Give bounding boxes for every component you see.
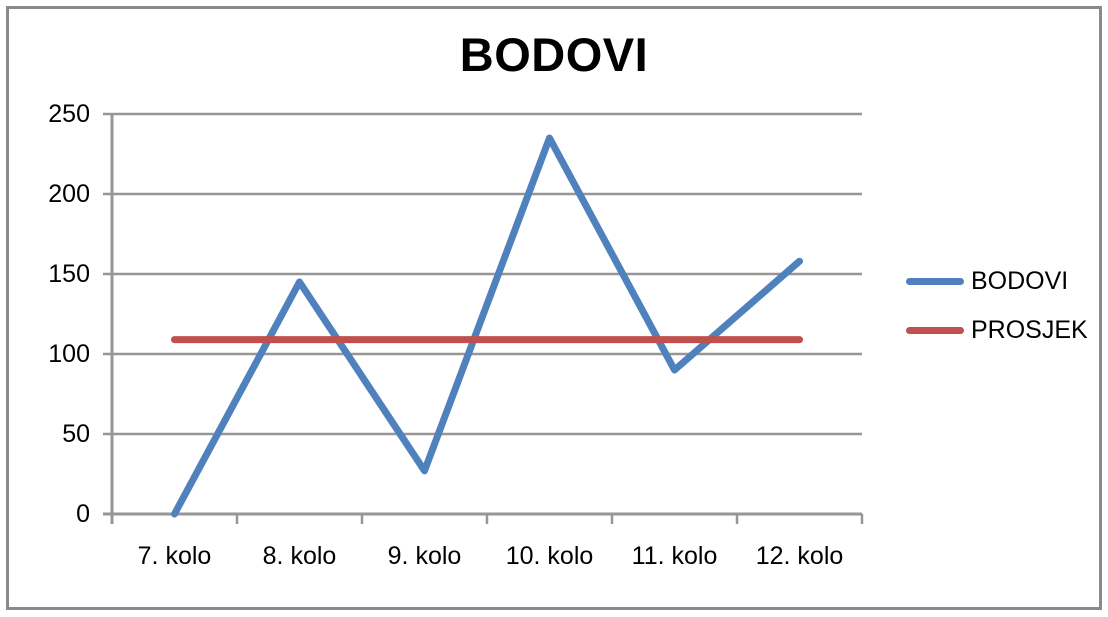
legend-label: PROSJEK — [971, 315, 1088, 344]
x-axis-category-label: 12. kolo — [755, 542, 844, 570]
legend-line-swatch — [906, 277, 964, 285]
legend-item-bodovi: BODOVI — [906, 266, 1088, 296]
x-axis-category-label: 8. kolo — [262, 542, 337, 570]
x-axis-category-label: 7. kolo — [137, 542, 212, 570]
legend-label: BODOVI — [971, 266, 1069, 295]
y-axis-tick-label: 150 — [48, 260, 90, 288]
x-axis-category-label: 10. kolo — [505, 542, 594, 570]
y-axis-tick-label: 100 — [48, 340, 90, 368]
y-axis-tick-label: 200 — [48, 180, 90, 208]
x-axis-category-label: 9. kolo — [387, 542, 462, 570]
y-axis-tick-label: 250 — [48, 100, 90, 128]
legend-item-prosjek: PROSJEK — [906, 315, 1088, 345]
y-axis-tick-label: 0 — [76, 500, 90, 528]
legend: BODOVI PROSJEK — [906, 266, 1088, 364]
chart-title: BODOVI — [459, 28, 649, 81]
y-axis-tick-label: 50 — [62, 420, 90, 448]
x-axis-category-label: 11. kolo — [631, 542, 718, 570]
legend-line-swatch — [906, 326, 964, 334]
